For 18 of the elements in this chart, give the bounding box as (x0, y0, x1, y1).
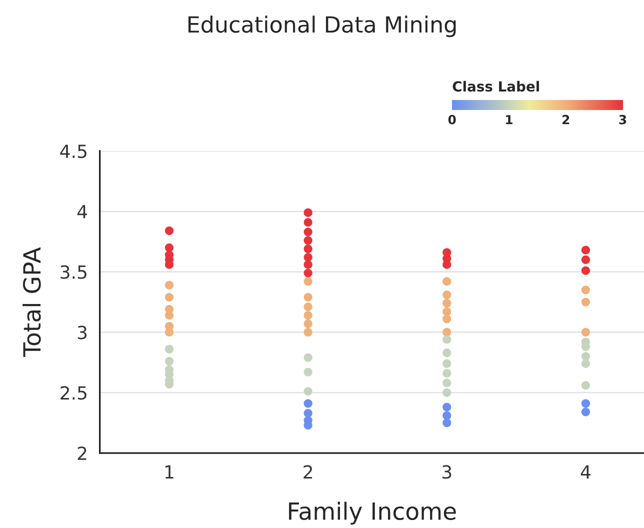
color-bar-label: 2 (562, 114, 570, 124)
x-tick-label: 2 (304, 465, 312, 479)
chart-title: Educational Data Mining (188, 16, 456, 38)
x-axis-title: Family Income (289, 502, 456, 525)
y-tick-label: 3 (78, 326, 87, 340)
x-tick-label: 4 (580, 465, 590, 479)
y-axis-title: Total GPA (22, 247, 41, 357)
x-tick-label: 1 (165, 465, 174, 479)
y-tick-label: 4.5 (60, 144, 86, 158)
color-bar-label: 0 (448, 114, 456, 124)
color-bar-title: Class Label (452, 80, 539, 92)
color-bar-label: 1 (506, 115, 512, 124)
y-tick-label: 2 (78, 446, 86, 460)
y-tick-label: 2.5 (60, 386, 86, 400)
color-bar-label: 3 (619, 114, 626, 124)
x-tick-label: 3 (442, 465, 452, 479)
y-tick-label: 3.5 (60, 265, 86, 279)
y-tick-label: 4 (77, 205, 87, 218)
